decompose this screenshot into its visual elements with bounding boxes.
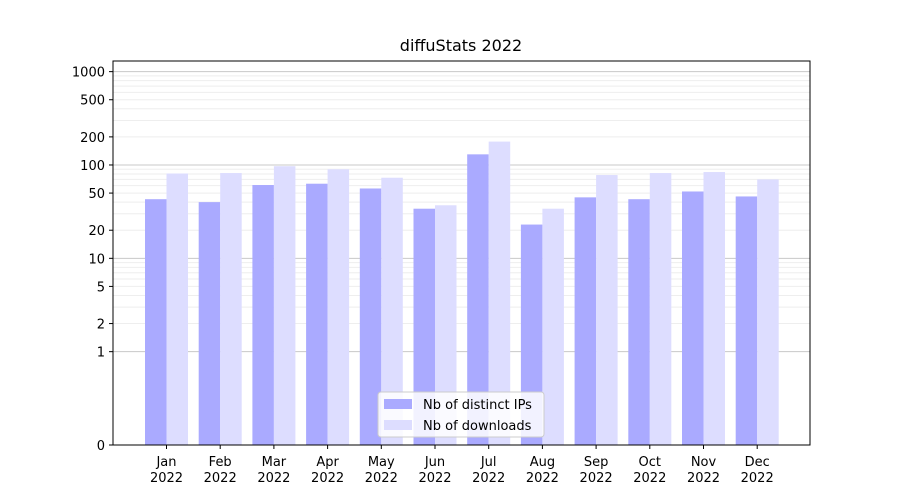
bar-downloads-sep (596, 175, 618, 445)
legend: Nb of distinct IPs Nb of downloads (377, 391, 545, 438)
y-tick-label: 20 (88, 224, 105, 239)
x-tick-label-year: 2022 (418, 471, 451, 486)
x-tick-label-year: 2022 (526, 471, 559, 486)
x-tick-label-month: Oct (639, 455, 661, 470)
y-tick-label: 5 (97, 280, 105, 295)
axes: 01251020501002005001000Jan2022Feb2022Mar… (72, 60, 811, 486)
bar-downloads-jan (166, 173, 188, 446)
legend-swatch (384, 420, 412, 430)
bar-distinct-ips-mar (252, 185, 274, 445)
bar-downloads-jul (488, 141, 511, 445)
bar-distinct-ips-may (359, 188, 382, 445)
y-tick-label: 0 (97, 439, 105, 454)
bar-downloads-feb (220, 173, 242, 445)
y-tick-label: 50 (88, 187, 105, 202)
bar-distinct-ips-feb (198, 202, 221, 445)
x-tick-label-month: Apr (316, 455, 339, 470)
y-tick-label: 1000 (72, 66, 105, 81)
x-tick-label-month: Feb (209, 455, 232, 470)
x-tick-label-year: 2022 (311, 471, 344, 486)
bar-distinct-ips-sep (574, 197, 597, 445)
bar-downloads-jun (435, 205, 457, 445)
x-tick-label-year: 2022 (633, 471, 666, 486)
x-tick-label-year: 2022 (257, 471, 290, 486)
x-tick-label-month: Mar (262, 455, 287, 470)
legend-entry-label: Nb of distinct IPs (423, 398, 532, 413)
y-tick-label: 1 (97, 346, 105, 361)
y-tick-label: 500 (80, 94, 105, 109)
x-tick-label-month: Jan (155, 455, 176, 470)
y-tick-label: 100 (80, 159, 105, 174)
x-tick-label-month: May (368, 455, 395, 470)
bar-distinct-ips-apr (306, 183, 328, 445)
chart-title: diffuStats 2022 (400, 36, 522, 55)
x-tick-label-month: Sep (584, 455, 609, 470)
bar-downloads-oct (649, 173, 672, 445)
y-tick-label: 2 (97, 318, 105, 333)
x-tick-label-year: 2022 (741, 471, 774, 486)
bar-distinct-ips-aug (520, 224, 543, 445)
bar-distinct-ips-nov (682, 191, 704, 445)
bar-distinct-ips-jan (145, 199, 167, 445)
x-tick-label-year: 2022 (365, 471, 398, 486)
x-tick-label-year: 2022 (204, 471, 237, 486)
x-tick-label-month: Nov (691, 455, 717, 470)
legend-entry-label: Nb of downloads (423, 419, 532, 434)
bar-distinct-ips-jun (413, 208, 435, 445)
legend-swatch (384, 399, 412, 409)
legend-box (377, 391, 545, 438)
bar-downloads-aug (542, 208, 564, 445)
bar-downloads-may (381, 177, 403, 445)
bar-downloads-apr (327, 169, 350, 446)
y-tick-label: 10 (88, 252, 105, 267)
x-tick-label-month: Jun (424, 455, 445, 470)
bars (145, 141, 779, 446)
bar-distinct-ips-dec (735, 196, 758, 445)
x-tick-label-year: 2022 (472, 471, 505, 486)
plot-frame (112, 60, 811, 446)
bar-distinct-ips-oct (628, 199, 650, 445)
x-tick-label-year: 2022 (687, 471, 720, 486)
bar-downloads-nov (703, 172, 725, 445)
bar-downloads-dec (757, 179, 779, 445)
x-tick-label-month: Dec (745, 455, 770, 470)
x-tick-label-year: 2022 (150, 471, 183, 486)
bar-downloads-mar (273, 166, 296, 446)
x-tick-label-year: 2022 (580, 471, 613, 486)
x-tick-label-month: Aug (530, 455, 555, 470)
bar-distinct-ips-jul (467, 154, 489, 445)
x-tick-label-month: Jul (480, 455, 497, 470)
y-tick-label: 200 (80, 131, 105, 146)
